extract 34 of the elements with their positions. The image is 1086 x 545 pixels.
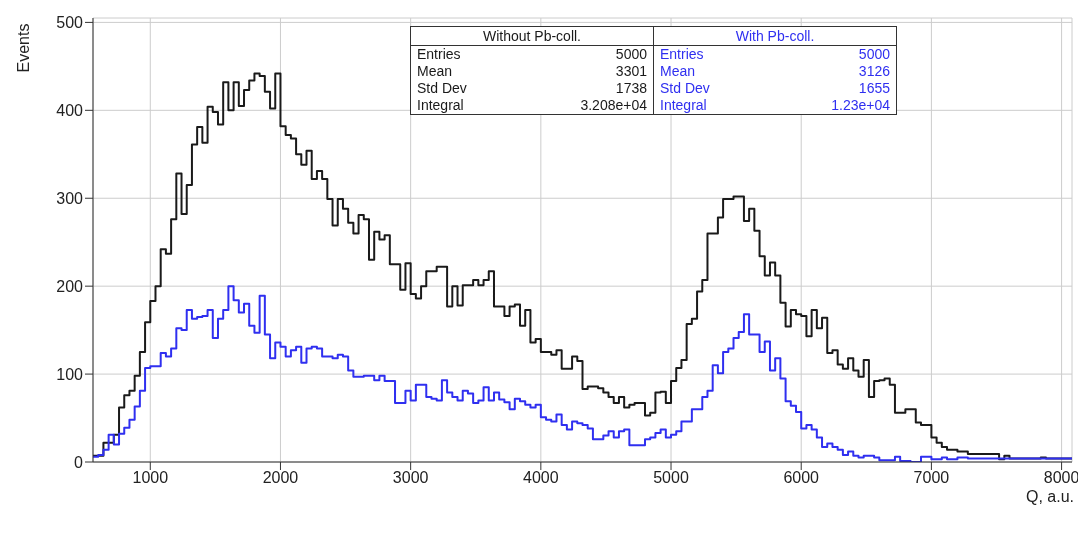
x-axis-title: Q, a.u. [1025, 488, 1074, 505]
x-tick-label: 8000 [1043, 469, 1080, 487]
annotation: Mean [417, 63, 453, 80]
x-tick-label: 4000 [523, 469, 559, 487]
y-tick-label: 100 [56, 365, 84, 383]
x-tick-label: 2000 [262, 469, 299, 487]
x-tick-label: 6000 [783, 469, 820, 487]
annotation: Std Dev [660, 80, 710, 97]
x-tick-label: 5000 [653, 469, 689, 487]
annotation: 1738 [615, 80, 647, 97]
y-tick-label: 400 [56, 102, 84, 119]
x-tick-label: 1000 [132, 469, 169, 487]
x-tick-label: 7000 [913, 469, 950, 487]
text: With Pb-coll. [654, 27, 896, 46]
annotation: 1655 [858, 80, 890, 97]
y-tick-label: 300 [56, 189, 84, 207]
annotation: 3301 [615, 63, 647, 80]
annotation: 5000 [858, 46, 890, 63]
y-tick-label: 0 [74, 453, 84, 471]
y-tick-label: 200 [56, 277, 84, 295]
annotation: Entries [660, 46, 704, 63]
annotation: 3126 [858, 63, 890, 80]
annotation: 5000 [615, 46, 647, 63]
annotation: Integral [417, 97, 464, 114]
annotation: Entries [417, 46, 461, 63]
y-tick-label: 500 [56, 14, 84, 32]
annotation: Mean [660, 63, 696, 80]
annotation: 3.208e+04 [580, 97, 647, 114]
y-axis-title: Events [15, 23, 33, 73]
annotation: Std Dev [417, 80, 467, 97]
annotation: Integral [660, 97, 707, 114]
x-tick-label: 3000 [392, 469, 429, 487]
annotation: 1.23e+04 [831, 97, 890, 114]
text: Without Pb-coll. [411, 27, 653, 46]
